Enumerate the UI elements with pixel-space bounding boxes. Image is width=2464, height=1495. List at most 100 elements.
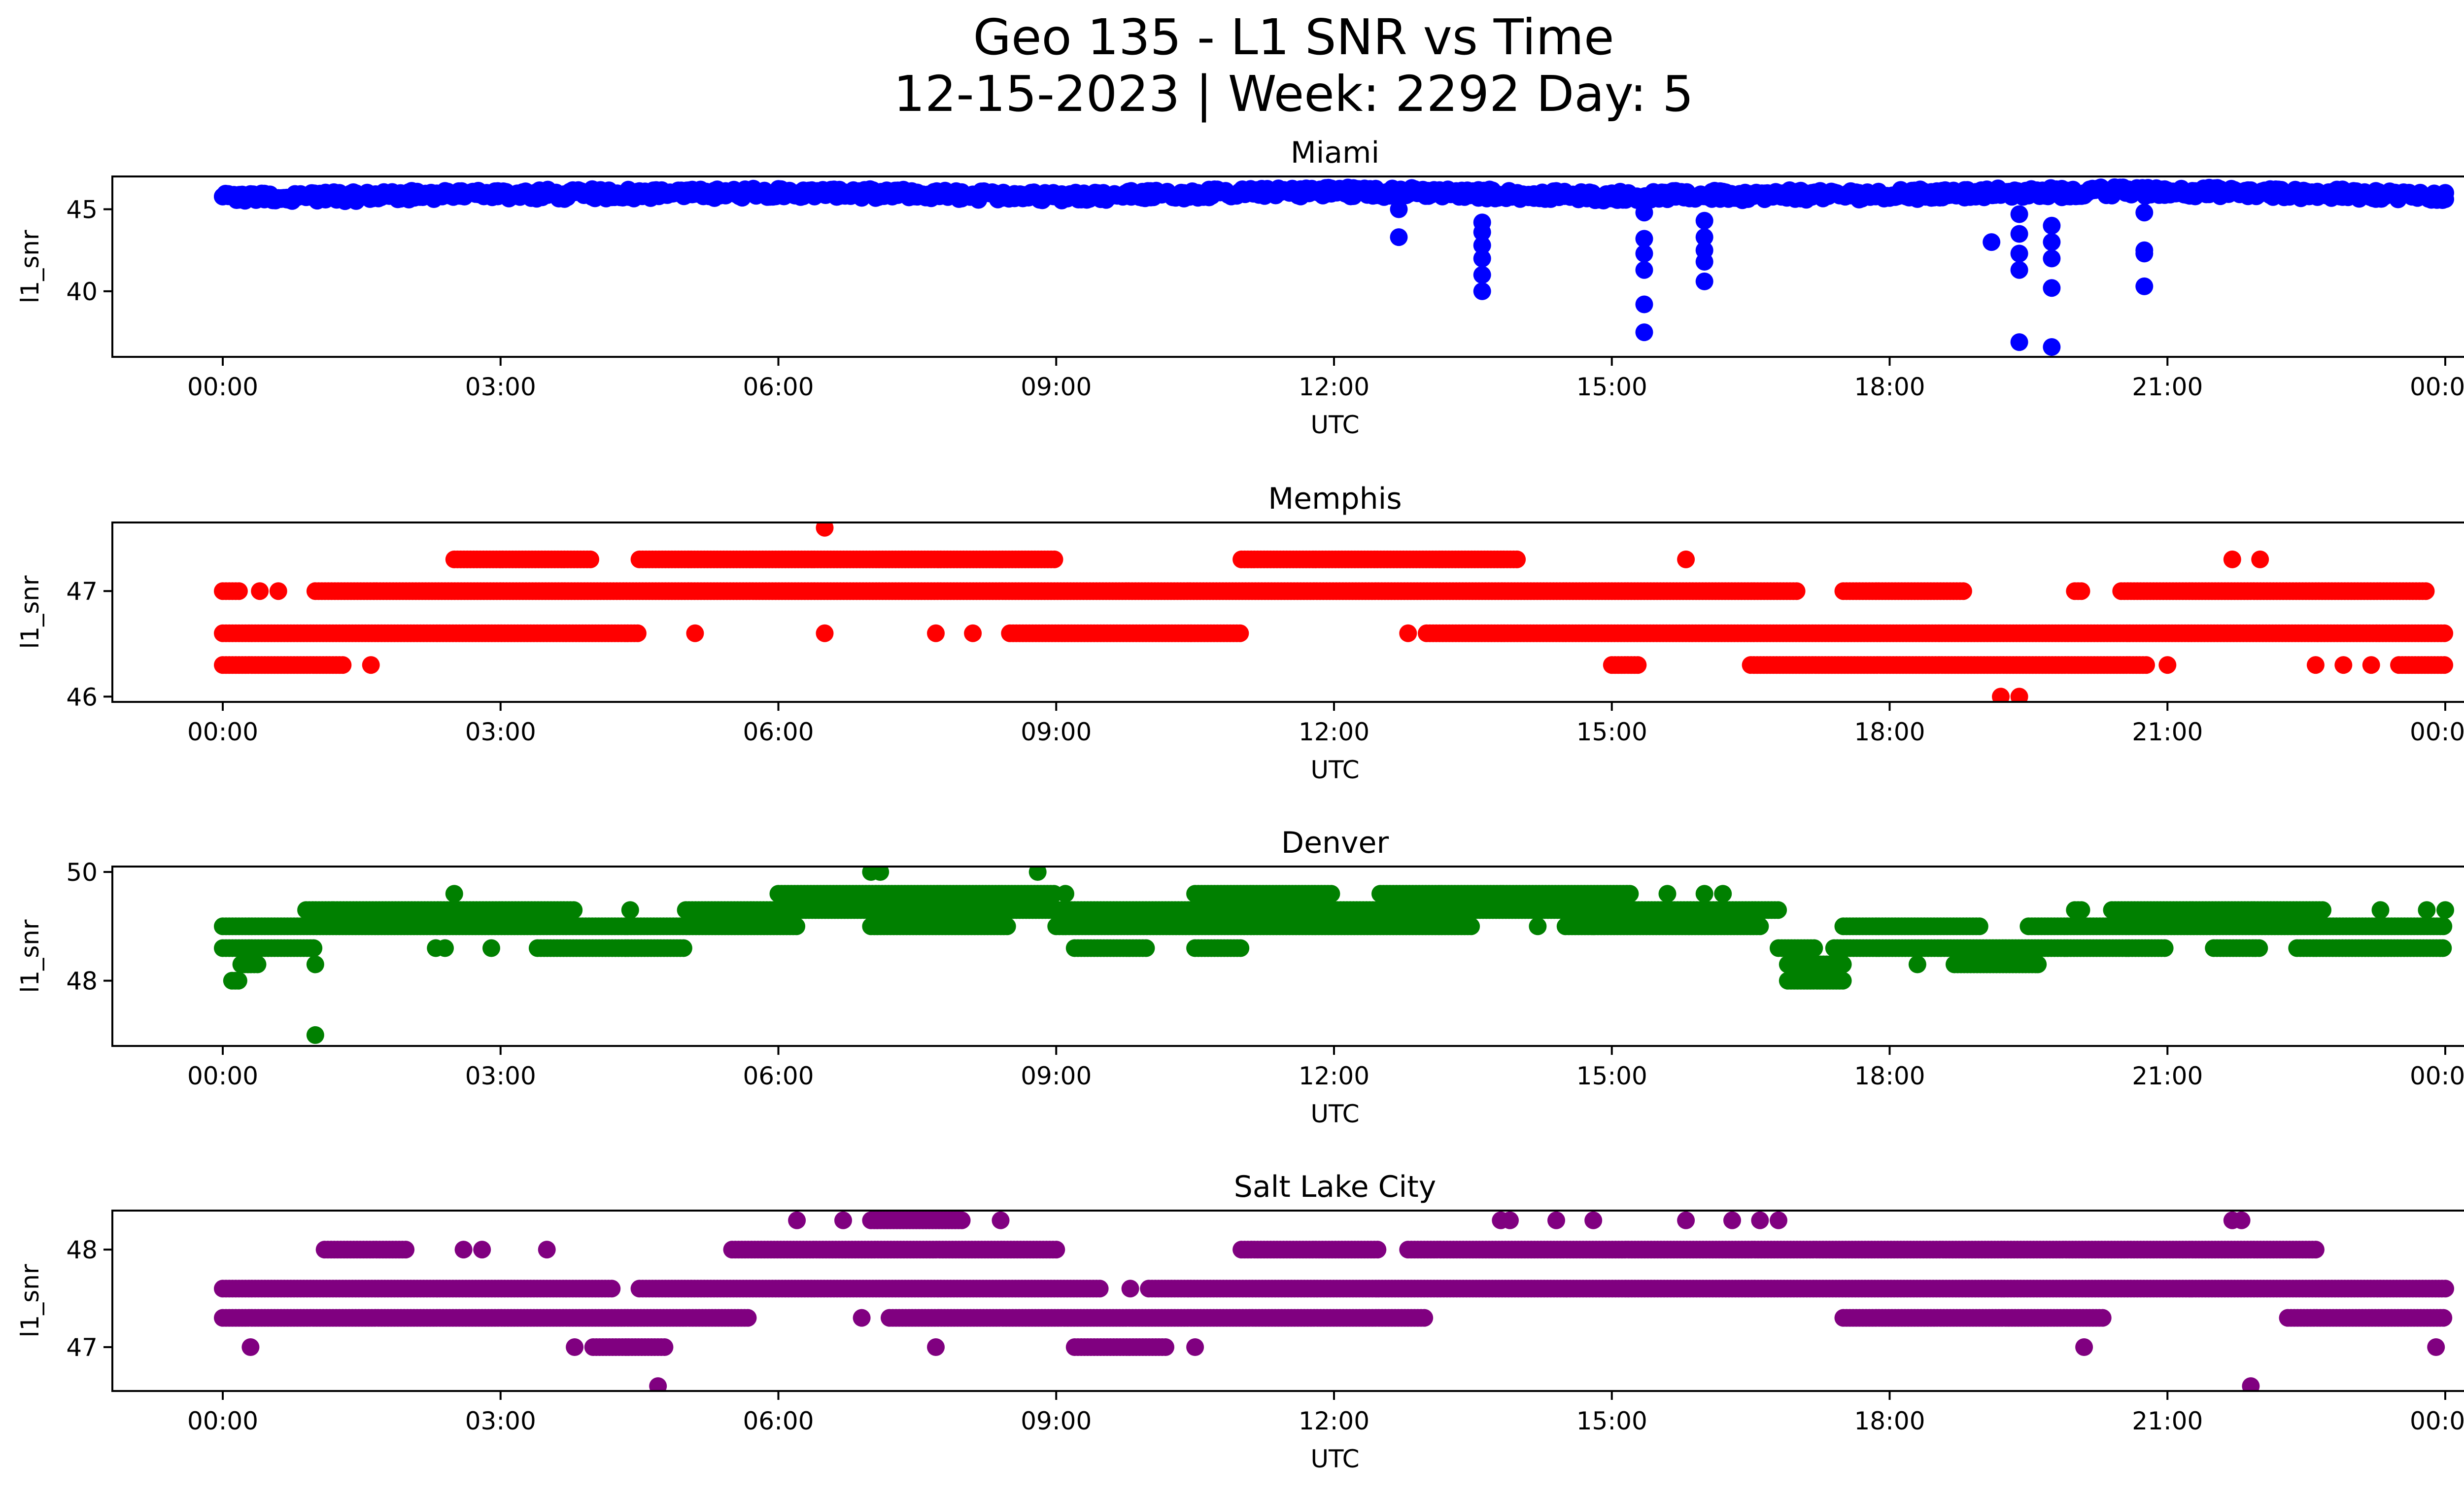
- panels-group: Miami 00:00 03:00 06:00 09:00 12:00 15:00 18:00…: [16, 136, 2464, 1473]
- x-axis-label: UTC: [1310, 1100, 1359, 1128]
- data-point: [230, 582, 248, 600]
- y-tick-label: 46: [66, 683, 98, 711]
- data-point: [2417, 582, 2435, 600]
- x-tick-label: 00:00: [187, 1062, 258, 1090]
- data-point: [1473, 266, 1491, 284]
- data-point: [2314, 901, 2331, 919]
- panel-title: Denver: [1281, 826, 1389, 860]
- data-point: [1695, 885, 1713, 903]
- x-tick-label: 00:00: [2410, 373, 2464, 401]
- data-point: [998, 917, 1016, 936]
- data-points: [214, 867, 2454, 1044]
- x-tick-label: 06:00: [743, 1062, 814, 1090]
- data-point: [1629, 656, 1647, 674]
- data-point: [1834, 955, 1852, 973]
- data-point: [1399, 624, 1417, 642]
- data-point: [229, 972, 247, 990]
- data-point: [2435, 656, 2454, 674]
- data-point: [1047, 1241, 1065, 1259]
- data-point: [2043, 216, 2061, 235]
- data-point: [582, 550, 599, 568]
- chart-title-line1: Geo 135 - L1 SNR vs Time: [973, 8, 1614, 66]
- data-point: [2306, 656, 2325, 674]
- x-tick-label: 15:00: [1576, 718, 1647, 746]
- x-tick-label: 15:00: [1576, 1062, 1647, 1090]
- data-point: [2072, 901, 2090, 919]
- x-tick-label: 03:00: [465, 718, 536, 746]
- data-point: [2334, 656, 2353, 674]
- data-point: [1787, 582, 1806, 600]
- x-axis-label: UTC: [1310, 756, 1359, 784]
- x-tick-label: 03:00: [465, 1062, 536, 1090]
- data-point: [445, 885, 463, 903]
- x-tick-label: 21:00: [2132, 1062, 2203, 1090]
- data-point: [2010, 225, 2028, 243]
- data-point: [1028, 867, 1047, 881]
- x-tick-label: 00:00: [2410, 718, 2464, 746]
- data-point: [2135, 244, 2154, 263]
- data-point: [953, 1211, 971, 1229]
- data-point: [2418, 901, 2436, 919]
- data-point: [2043, 279, 2061, 297]
- x-tick-label: 00:00: [2410, 1062, 2464, 1090]
- x-tick-label: 12:00: [1299, 718, 1369, 746]
- data-point: [1473, 223, 1491, 242]
- x-tick-label: 00:00: [187, 718, 258, 746]
- panel-title: Memphis: [1268, 482, 1402, 516]
- data-point: [1529, 917, 1547, 936]
- data-point: [306, 1026, 324, 1044]
- data-point: [397, 1241, 415, 1259]
- data-point: [248, 955, 267, 973]
- data-point: [816, 624, 834, 642]
- data-point: [2371, 901, 2390, 919]
- y-tick-label: 40: [66, 278, 98, 306]
- data-point: [2156, 939, 2174, 957]
- data-point: [1695, 211, 1713, 230]
- y-tick-label: 45: [66, 196, 98, 224]
- x-tick-label: 21:00: [2132, 373, 2203, 401]
- data-point: [2436, 901, 2454, 919]
- data-point: [2434, 939, 2452, 957]
- data-point: [1322, 885, 1340, 903]
- data-point: [1992, 688, 2010, 702]
- data-point: [2250, 939, 2268, 957]
- data-point: [1473, 282, 1491, 300]
- data-point: [2029, 955, 2047, 973]
- chart-title-line2: 12-15-2023 | Week: 2292 Day: 5: [893, 65, 1693, 123]
- data-point: [2043, 233, 2061, 251]
- data-point: [362, 656, 380, 674]
- data-point: [2010, 205, 2028, 223]
- panel-title: Miami: [1291, 136, 1379, 170]
- data-point: [927, 624, 945, 642]
- x-tick-label: 09:00: [1021, 1062, 1092, 1090]
- x-tick-label: 12:00: [1299, 1062, 1369, 1090]
- x-tick-label: 09:00: [1021, 373, 1092, 401]
- data-point: [334, 656, 352, 674]
- x-tick-label: 09:00: [1021, 718, 1092, 746]
- data-point: [2362, 656, 2380, 674]
- data-point: [1057, 885, 1074, 903]
- y-tick-label: 48: [66, 967, 98, 996]
- x-tick-label: 18:00: [1854, 718, 1925, 746]
- data-points: [214, 178, 2454, 356]
- data-point: [2010, 688, 2028, 702]
- data-point: [2010, 261, 2028, 279]
- data-point: [2072, 582, 2090, 600]
- data-point: [1508, 550, 1526, 568]
- x-tick-label: 06:00: [743, 373, 814, 401]
- data-point: [2010, 244, 2028, 263]
- data-point: [1954, 582, 1972, 600]
- data-point: [1390, 228, 1408, 246]
- data-points: [214, 1211, 2454, 1391]
- data-point: [1473, 236, 1491, 254]
- data-point: [686, 624, 704, 642]
- data-point: [2436, 190, 2454, 209]
- data-point: [1695, 253, 1713, 271]
- data-point: [2158, 656, 2177, 674]
- y-axis-label: l1_snr: [16, 575, 44, 649]
